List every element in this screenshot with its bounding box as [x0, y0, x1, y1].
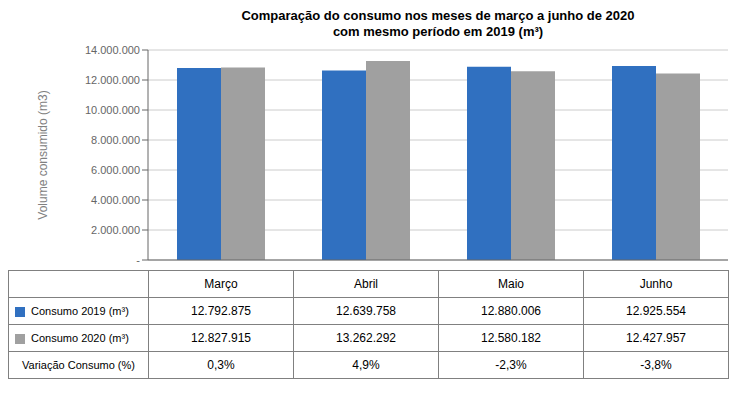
html-text:13.262.292: 13.262.292: [336, 331, 396, 345]
html-text:Consumo 2020 (m³): Consumo 2020 (m³): [31, 332, 129, 345]
html-text:com mesmo período em 2019 (m³): com mesmo período em 2019 (m³): [332, 24, 544, 39]
html-text:12.880.006: 12.880.006: [481, 304, 541, 318]
html-text:Junho: Junho: [639, 277, 673, 291]
html-text:12.427.957: 12.427.957: [626, 331, 686, 345]
html-text:-2,3%: -2,3%: [495, 358, 527, 372]
html-text:12.580.182: 12.580.182: [481, 331, 541, 345]
svg-text:2.000.000: 2.000.000: [91, 224, 140, 236]
html-text:12.792.875: 12.792.875: [191, 304, 251, 318]
html-text:12.827.915: 12.827.915: [191, 331, 251, 345]
html-text:Variação Consumo (%): Variação Consumo (%): [22, 359, 135, 371]
html-text:0,3%: 0,3%: [207, 358, 235, 372]
svg-text:12.000.000: 12.000.000: [85, 74, 140, 86]
html-text:Comparação do consumo nos mese: Comparação do consumo nos meses de março…: [241, 8, 635, 23]
svg-text:6.000.000: 6.000.000: [91, 164, 140, 176]
html-text:Abril: Abril: [354, 277, 378, 291]
html-text:4,9%: 4,9%: [352, 358, 380, 372]
svg-text:14.000.000: 14.000.000: [85, 44, 140, 56]
svg-text:4.000.000: 4.000.000: [91, 194, 140, 206]
html-text:12.639.758: 12.639.758: [336, 304, 396, 318]
svg-text:10.000.000: 10.000.000: [85, 104, 140, 116]
html-text:-3,8%: -3,8%: [640, 358, 672, 372]
svg-text:Volume consumido (m3): Volume consumido (m3): [36, 90, 50, 219]
html-text:12.925.554: 12.925.554: [626, 304, 686, 318]
svg-text:-: -: [136, 254, 140, 264]
html-text:Consumo 2019 (m³): Consumo 2019 (m³): [31, 305, 129, 318]
html-text:Maio: Maio: [498, 277, 524, 291]
html-text:Março: Março: [204, 277, 238, 291]
svg-text:8.000.000: 8.000.000: [91, 134, 140, 146]
